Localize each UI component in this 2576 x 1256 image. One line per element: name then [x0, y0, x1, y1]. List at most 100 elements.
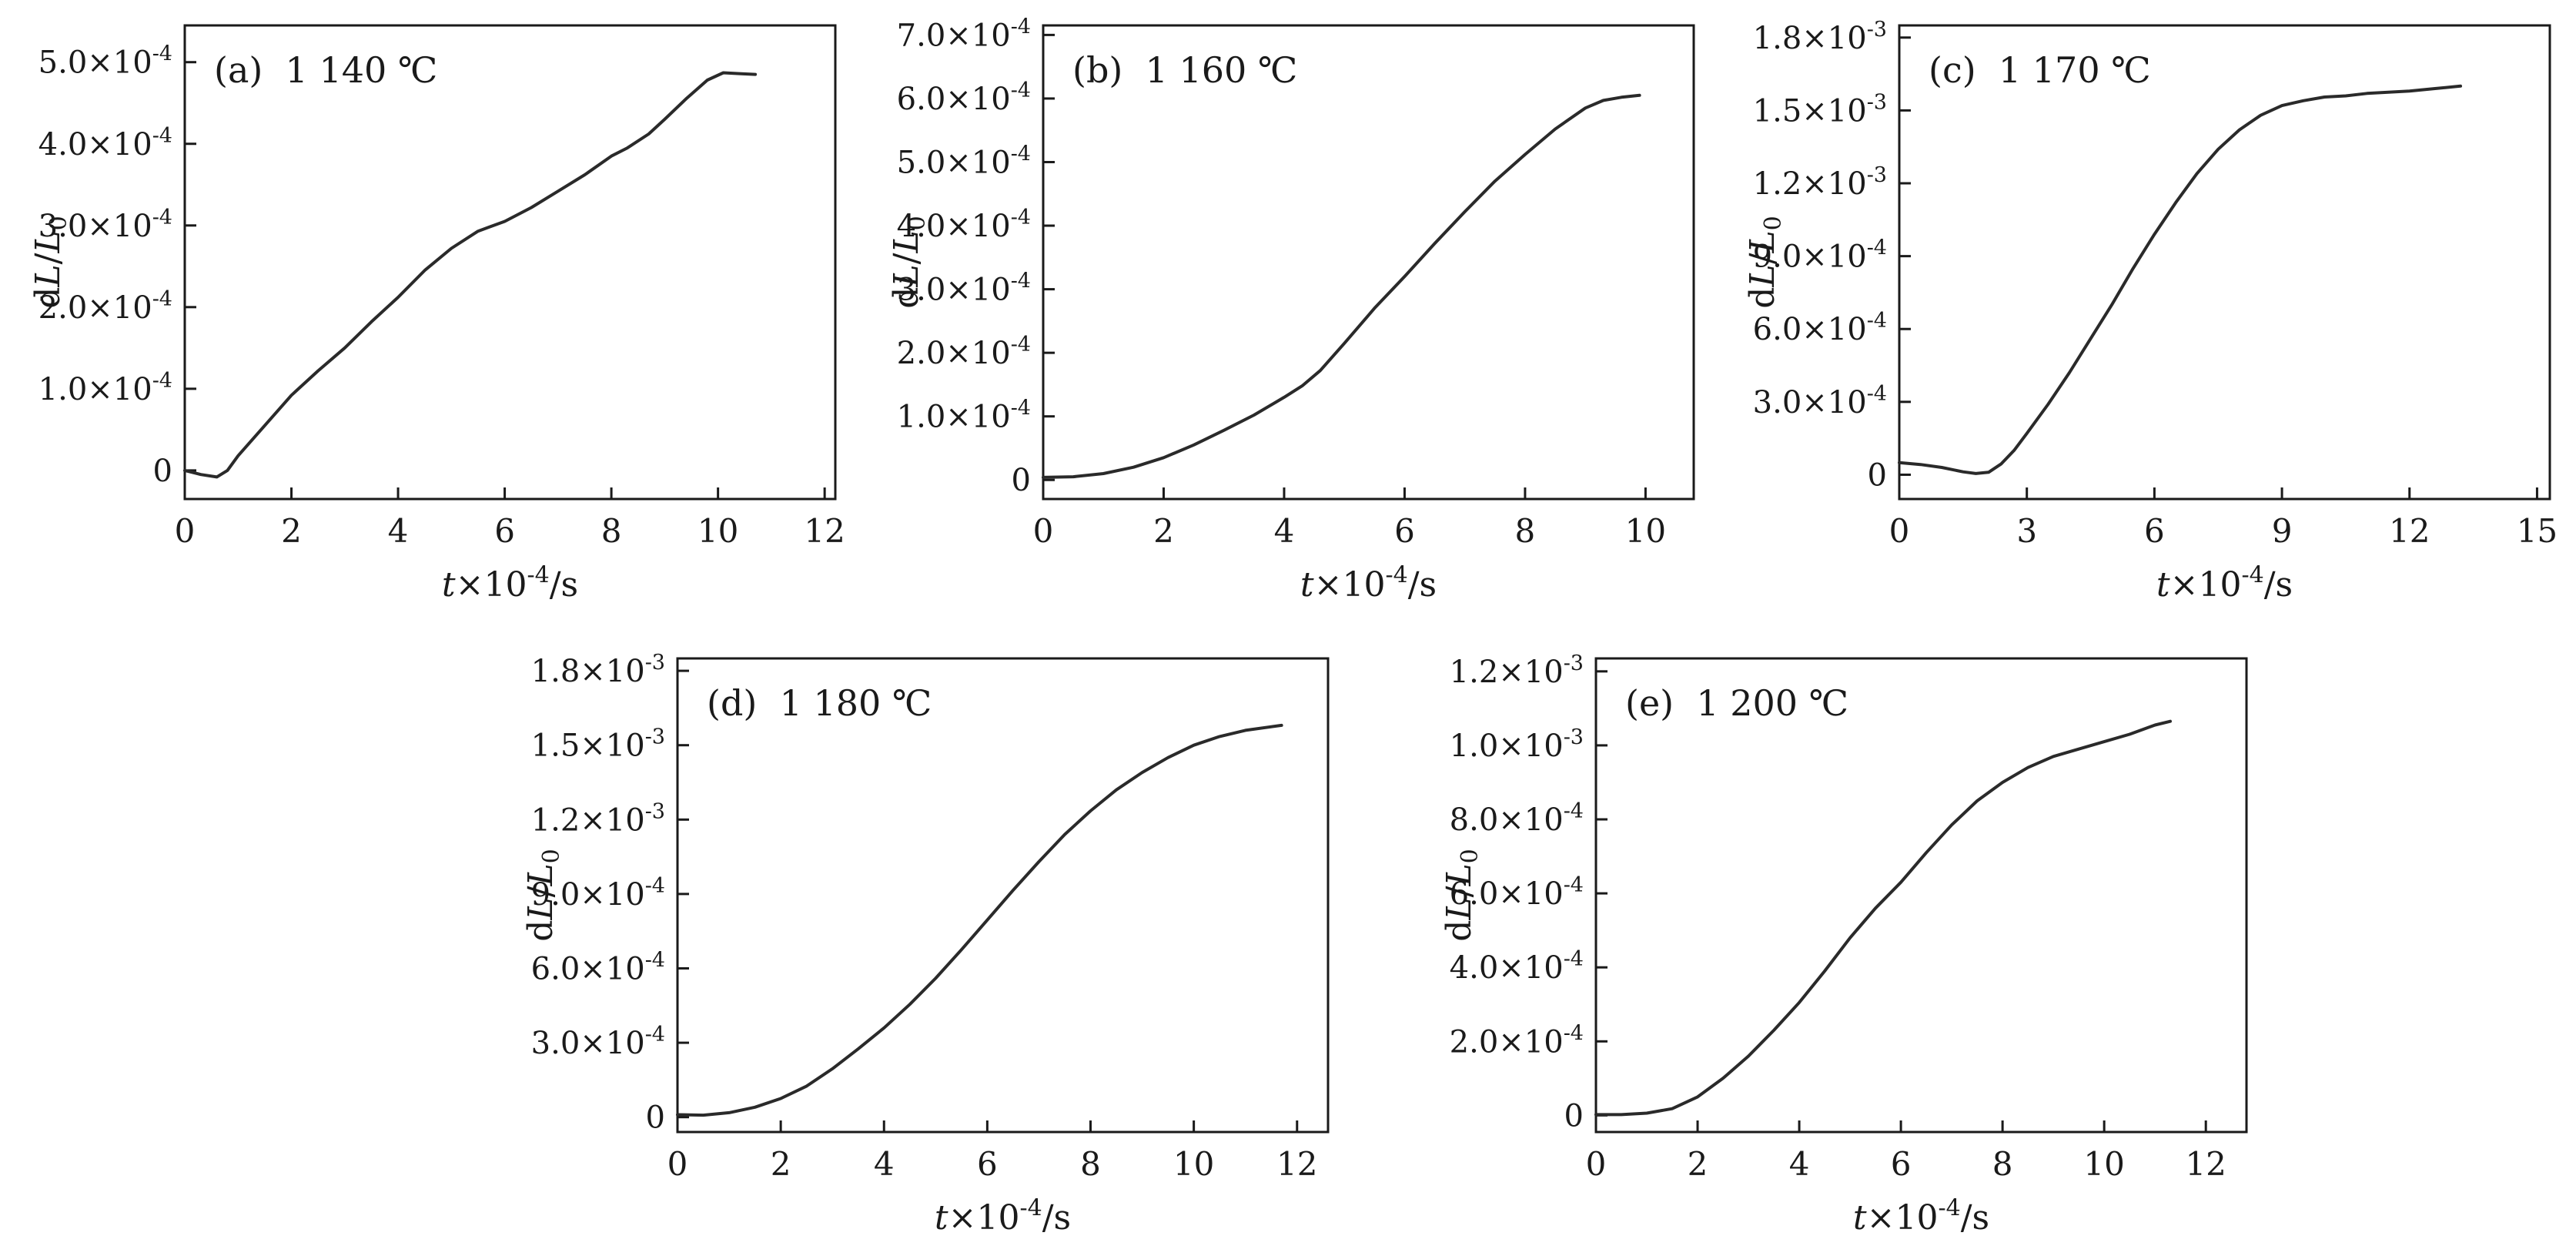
x-tick-label: 0	[1889, 512, 1910, 550]
chart-d-svg: 0 2 4 6 8 10 12 0 3.0×10-4 6.0×10-4 9.0×10-4 1.2×10…	[521, 651, 1330, 1238]
chart-panel-a: 0 2 4 6 8 10 12 0 1.0×10-4 2.0×10-4 3.0×10-4 4.0×10…	[19, 6, 855, 621]
x-tick-label: 12	[1276, 1145, 1317, 1183]
panel-title: (c) 1 170 ℃	[1929, 49, 2151, 91]
x-tick-label: 6	[977, 1145, 998, 1183]
y-axis-label: dL/L0	[1743, 216, 1787, 309]
x-tick-label: 8	[601, 512, 622, 550]
y-tick-label: 1.8×10-3	[531, 651, 665, 689]
x-tick-label: 12	[804, 512, 845, 550]
x-tick-label: 6	[1891, 1145, 1912, 1183]
chart-e-svg: 0 2 4 6 8 10 12 0 2.0×10-4 4.0×10-4 6.0×10-4 8.0×10…	[1440, 651, 2248, 1238]
y-tick-label: 2.0×10-4	[897, 333, 1031, 371]
x-tick-label: 15	[2517, 512, 2558, 550]
y-axis-label: dL/L0	[521, 849, 565, 942]
y-tick-label: 1.2×10-3	[531, 799, 665, 838]
x-tick-label: 0	[1586, 1145, 1607, 1183]
y-tick-label: 3.0×10-4	[38, 206, 172, 244]
x-tick-label: 6	[2144, 512, 2165, 550]
y-axis-label: dL/L0	[887, 216, 931, 309]
data-curve	[183, 71, 758, 479]
x-tick-label: 10	[698, 512, 738, 550]
y-tick-label: 4.0×10-4	[897, 206, 1031, 244]
panel-title: (d) 1 180 ℃	[707, 682, 932, 724]
x-tick-label: 0	[667, 1145, 688, 1183]
panel-title: (a) 1 140 ℃	[214, 49, 437, 91]
x-axis-label: t×10-4/s	[442, 561, 578, 605]
chart-b-svg: 0 2 4 6 8 10 0 1.0×10-4 2.0×10-4 3.0×10-4 4.0×10-4…	[887, 15, 1695, 605]
x-tick-label: 8	[1080, 1145, 1101, 1183]
x-tick-label: 4	[388, 512, 409, 550]
data-curve	[676, 723, 1283, 1117]
y-tick-label: 4.0×10-4	[1450, 947, 1584, 986]
x-tick-label: 4	[874, 1145, 895, 1183]
y-axis-label: dL/L0	[28, 216, 72, 309]
y-tick-label: 1.5×10-3	[1753, 90, 1887, 129]
y-tick-label: 7.0×10-4	[897, 15, 1031, 53]
x-tick-label: 10	[2083, 1145, 2124, 1183]
chart-panel-e: 0 2 4 6 8 10 12 0 2.0×10-4 4.0×10-4 6.0×10-4 8.0×10…	[1430, 639, 2266, 1254]
y-tick-label: 5.0×10-4	[897, 142, 1031, 180]
panel-title: (e) 1 200 ℃	[1625, 682, 1848, 724]
x-axis-label: t×10-4/s	[2156, 561, 2293, 605]
chart-c-svg: 0 3 6 9 12 15 0 3.0×10-4 6.0×10-4 9.0×10-4 1.2×10-…	[1743, 18, 2558, 605]
x-tick-label: 10	[1625, 512, 1666, 550]
plot-border	[1898, 24, 2551, 501]
x-tick-label: 12	[2389, 512, 2430, 550]
x-tick-label: 0	[175, 512, 196, 550]
chart-panel-c: 0 3 6 9 12 15 0 3.0×10-4 6.0×10-4 9.0×10-4 1.2×10-…	[1734, 6, 2569, 621]
y-tick-label: 1.0×10-4	[897, 397, 1031, 435]
y-tick-label: 2.0×10-4	[1450, 1021, 1584, 1060]
x-tick-label: 10	[1173, 1145, 1214, 1183]
y-tick-label: 6.0×10-4	[1450, 873, 1584, 912]
y-tick-label: 8.0×10-4	[1450, 799, 1584, 838]
data-curve	[1594, 719, 2172, 1117]
x-tick-label: 3	[2016, 512, 2037, 550]
y-tick-label: 0	[153, 454, 172, 489]
data-curve	[1898, 84, 2462, 475]
y-tick-label: 6.0×10-4	[897, 79, 1031, 117]
x-tick-label: 8	[1515, 512, 1536, 550]
x-tick-label: 12	[2185, 1145, 2226, 1183]
y-axis-label: dL/L0	[1440, 849, 1484, 942]
chart-a-svg: 0 2 4 6 8 10 12 0 1.0×10-4 2.0×10-4 3.0×10-4 4.0×10…	[28, 24, 845, 605]
x-tick-label: 4	[1274, 512, 1295, 550]
x-axis-label: t×10-4/s	[1300, 561, 1437, 605]
y-tick-label: 0	[1868, 457, 1887, 493]
x-tick-label: 6	[1394, 512, 1415, 550]
y-tick-label: 9.0×10-4	[531, 874, 665, 913]
x-tick-label: 0	[1033, 512, 1054, 550]
y-tick-label: 3.0×10-4	[531, 1023, 665, 1061]
y-tick-label: 4.0×10-4	[38, 124, 172, 162]
y-tick-label: 6.0×10-4	[1753, 309, 1887, 347]
x-tick-label: 9	[2272, 512, 2293, 550]
plot-border	[1042, 24, 1695, 501]
y-tick-label: 0	[1564, 1098, 1584, 1134]
y-tick-label: 9.0×10-4	[1753, 236, 1887, 275]
y-tick-label: 2.0×10-4	[38, 287, 172, 326]
y-tick-label: 1.5×10-3	[531, 725, 665, 764]
plot-border	[676, 657, 1330, 1134]
plot-border	[1594, 657, 2248, 1134]
y-tick-label: 5.0×10-4	[38, 42, 172, 81]
data-curve	[1042, 93, 1641, 479]
chart-panel-d: 0 2 4 6 8 10 12 0 3.0×10-4 6.0×10-4 9.0×10-4 1.2×10…	[512, 639, 1347, 1254]
panel-title: (b) 1 160 ℃	[1072, 49, 1297, 91]
chart-panel-b: 0 2 4 6 8 10 0 1.0×10-4 2.0×10-4 3.0×10-4 4.0×10-4…	[878, 6, 1713, 621]
y-tick-label: 6.0×10-4	[531, 948, 665, 986]
x-tick-label: 4	[1789, 1145, 1810, 1183]
x-tick-label: 2	[1153, 512, 1174, 550]
y-tick-label: 1.8×10-3	[1753, 18, 1887, 56]
y-tick-label: 3.0×10-4	[897, 270, 1031, 308]
plot-border	[183, 24, 837, 501]
y-tick-label: 1.0×10-3	[1450, 725, 1584, 764]
y-tick-label: 0	[1012, 463, 1031, 498]
x-tick-label: 2	[1688, 1145, 1708, 1183]
y-tick-label: 0	[646, 1100, 665, 1136]
x-tick-label: 2	[281, 512, 302, 550]
x-axis-label: t×10-4/s	[935, 1194, 1071, 1238]
x-tick-label: 2	[771, 1145, 791, 1183]
x-axis-label: t×10-4/s	[1853, 1194, 1989, 1238]
y-tick-label: 1.0×10-4	[38, 369, 172, 407]
y-tick-label: 3.0×10-4	[1753, 382, 1887, 420]
